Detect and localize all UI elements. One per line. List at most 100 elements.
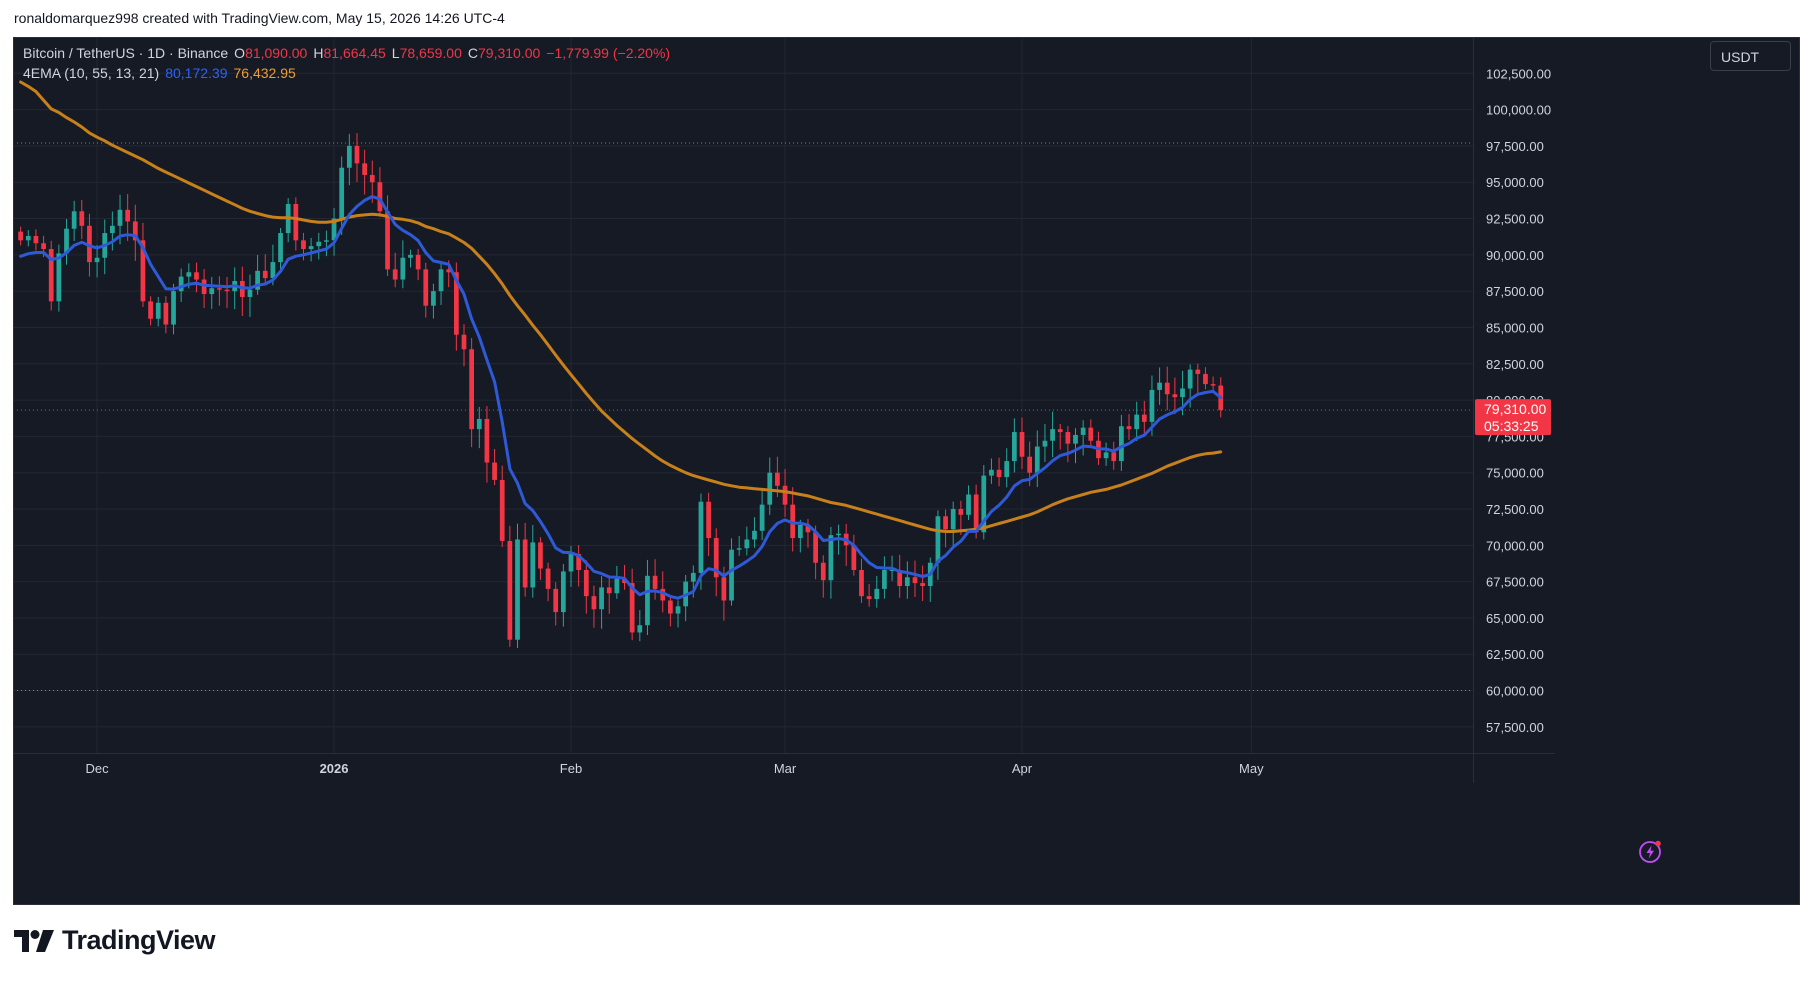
candle-body <box>675 606 681 614</box>
candle-body <box>522 539 528 588</box>
candle-body <box>308 246 314 250</box>
candle-body <box>889 570 895 572</box>
price-tick-label: 87,500.00 <box>1486 284 1544 299</box>
candle-body <box>255 270 260 290</box>
ema-fast-line <box>19 195 1223 600</box>
candle-body <box>606 587 612 594</box>
open-label: O <box>234 45 246 61</box>
candle-body <box>171 291 176 325</box>
candle-body <box>1134 414 1140 430</box>
attribution-text: ronaldomarquez998 created with TradingVi… <box>14 10 505 26</box>
candle-body <box>301 240 306 250</box>
close-label: C <box>467 45 478 61</box>
candle-body <box>1203 373 1208 385</box>
candle-body <box>538 542 543 569</box>
candle-body <box>1187 369 1193 389</box>
candle-body <box>1034 446 1040 473</box>
candle-body <box>874 588 880 600</box>
candle-body <box>904 577 910 586</box>
candle-body <box>415 254 421 270</box>
candle-body <box>1195 369 1201 374</box>
candle-body <box>247 289 253 297</box>
candle-body <box>775 472 780 486</box>
price-tick-label: 95,000.00 <box>1486 175 1544 190</box>
candle-body <box>1019 432 1025 457</box>
candle-body <box>178 276 184 292</box>
price-chart[interactable]: 57,500.00 60,000.00 62,500.00 65,000.00 67,5… <box>13 37 1800 905</box>
candle-body <box>110 225 115 234</box>
lightning-icon[interactable] <box>1637 837 1665 865</box>
indicator-row: 4EMA (10, 55, 13, 21) 80,172.39 76,432.95 <box>23 63 676 83</box>
currency-button[interactable]: USDT <box>1710 41 1791 71</box>
price-tick-label: 97,500.00 <box>1486 139 1544 154</box>
time-axis[interactable]: Dec 2026 Feb Mar Apr May <box>13 753 1555 777</box>
candle-body <box>820 562 826 581</box>
candle-body <box>155 302 161 319</box>
close-value: 79,310.00 <box>478 45 541 61</box>
high-value: 81,664.45 <box>323 45 386 61</box>
ema-fast-value: 80,172.39 <box>165 65 228 81</box>
symbol-title[interactable]: Bitcoin / TetherUS · 1D · Binance <box>23 45 229 61</box>
candle-body <box>41 243 46 250</box>
candle-body <box>790 504 796 539</box>
candle-body <box>362 163 367 175</box>
chart-panel[interactable] <box>13 37 1800 905</box>
candle-body <box>1103 452 1109 459</box>
chart-legend: Bitcoin / TetherUS · 1D · Binance O81,090… <box>23 43 676 83</box>
price-tick-label: 90,000.00 <box>1486 248 1544 263</box>
candle-body <box>377 182 383 212</box>
time-tick-label: Mar <box>774 761 797 776</box>
candle-body <box>324 240 329 242</box>
candle-body <box>530 542 536 588</box>
candle-body <box>813 532 818 563</box>
candle-body <box>805 524 811 533</box>
low-value: 78,659.00 <box>399 45 462 61</box>
candle-body <box>262 270 268 279</box>
price-tick-label: 85,000.00 <box>1486 320 1544 335</box>
ema-slow-value: 76,432.95 <box>233 65 296 81</box>
candle-body <box>690 572 696 582</box>
price-tick-label: 92,500.00 <box>1486 212 1544 227</box>
candle-body <box>797 524 803 539</box>
candle-body <box>981 475 987 533</box>
candle-body <box>56 253 62 302</box>
candle-body <box>591 596 597 610</box>
candle-body <box>1111 452 1117 462</box>
candle-body <box>729 549 734 601</box>
candle-body <box>553 588 559 613</box>
candle-body <box>1149 389 1155 422</box>
candle-body <box>1157 382 1162 390</box>
candle-body <box>1164 382 1170 395</box>
candle-body <box>186 272 192 277</box>
candle-body <box>117 209 123 226</box>
candle-body <box>576 554 582 571</box>
candle-body <box>1126 426 1132 430</box>
price-tick-label: 75,000.00 <box>1486 466 1544 481</box>
candle-body <box>668 600 673 614</box>
candle-body <box>1141 414 1147 422</box>
candle-body <box>859 570 864 597</box>
tradingview-logo[interactable]: TradingView <box>14 925 216 956</box>
indicator-title[interactable]: 4EMA (10, 55, 13, 21) <box>23 65 160 81</box>
candle-body <box>71 211 77 229</box>
candle-body <box>278 233 283 263</box>
candle-body <box>507 540 513 640</box>
candle-body <box>132 221 138 241</box>
candle-body <box>25 235 31 241</box>
candle-body <box>453 272 459 335</box>
price-tick-label: 60,000.00 <box>1486 684 1544 699</box>
candle-body <box>163 302 169 325</box>
candle-body <box>782 485 788 505</box>
candle-body <box>752 530 757 540</box>
candle-body <box>996 469 1002 478</box>
candle-body <box>499 479 505 541</box>
candle-body <box>461 334 467 350</box>
candle-body <box>148 301 153 319</box>
candle-body <box>1180 388 1185 398</box>
candle-body <box>706 501 711 539</box>
price-tick-label: 82,500.00 <box>1486 357 1544 372</box>
candle-body <box>1057 429 1063 433</box>
candle-body <box>599 587 604 610</box>
candle-body <box>912 577 918 584</box>
candle-body <box>958 509 964 515</box>
